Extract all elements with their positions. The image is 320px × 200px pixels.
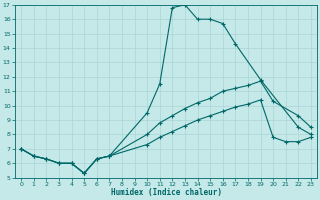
X-axis label: Humidex (Indice chaleur): Humidex (Indice chaleur) (110, 188, 221, 197)
